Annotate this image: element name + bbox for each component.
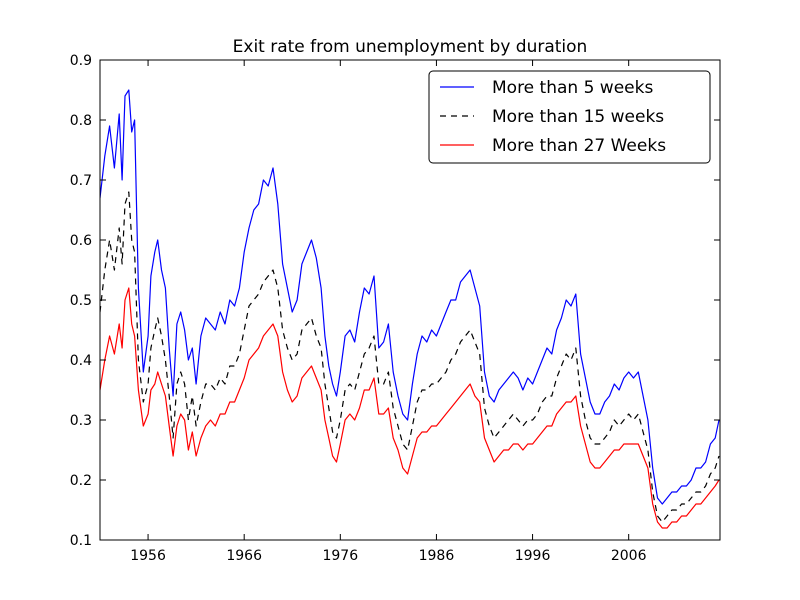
legend-label-3: More than 27 Weeks xyxy=(492,136,666,156)
x-tick-label: 1996 xyxy=(515,548,551,564)
y-tick-label: 0.2 xyxy=(70,473,92,489)
legend-label-2: More than 15 weeks xyxy=(492,107,664,127)
y-tick-label: 0.4 xyxy=(70,353,92,369)
y-tick-label: 0.8 xyxy=(70,113,92,129)
y-tick-label: 0.3 xyxy=(70,413,92,429)
series-lines xyxy=(100,89,720,529)
y-tick-label: 0.9 xyxy=(70,53,92,69)
x-tick-label: 1966 xyxy=(226,548,262,564)
x-tick-label: 1976 xyxy=(322,548,358,564)
series-line-1 xyxy=(100,89,720,505)
x-tick-label: 1986 xyxy=(419,548,455,564)
series-line-3 xyxy=(100,287,720,529)
y-tick-label: 0.1 xyxy=(70,533,92,549)
y-tick-label: 0.5 xyxy=(70,293,92,309)
series-line-2 xyxy=(100,191,720,523)
legend: More than 5 weeks More than 15 weeks More … xyxy=(428,70,711,164)
x-tick-label: 1956 xyxy=(130,548,166,564)
axes: 1956 1966 1976 1986 1996 2006 0.1 0.2 0.3 0.4 0.5 0… xyxy=(70,53,721,564)
y-tick-label: 0.7 xyxy=(70,173,92,189)
legend-label-1: More than 5 weeks xyxy=(492,78,653,98)
legend-box xyxy=(428,70,711,164)
y-tick-label: 0.6 xyxy=(70,233,92,249)
chart-title: Exit rate from unemployment by duration xyxy=(233,37,588,57)
x-tick-label: 2006 xyxy=(611,548,647,564)
